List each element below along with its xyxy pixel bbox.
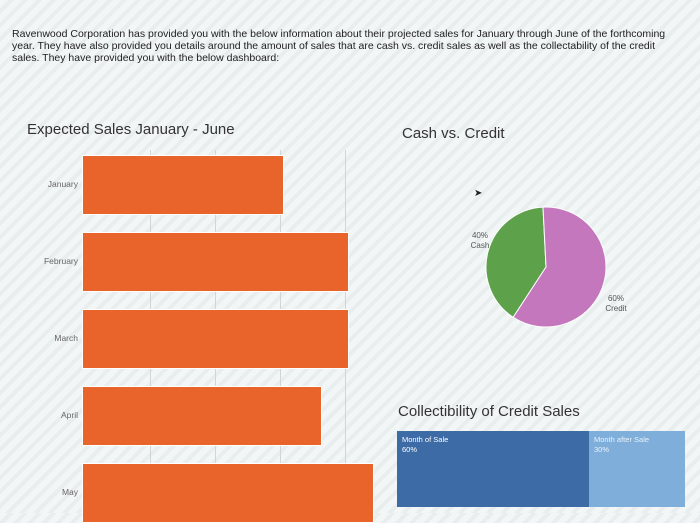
treemap-block-label: Month of Sale <box>402 435 449 444</box>
bar-label-january: January <box>47 179 78 189</box>
pie-label-name: Credit <box>605 304 627 313</box>
bar-label-february: February <box>43 256 78 266</box>
treemap-block-label: Month after Sale <box>594 435 650 444</box>
sales-chart-title: Expected Sales January - June <box>27 121 235 138</box>
mouse-cursor-icon: ➤ <box>474 188 483 199</box>
bar-january[interactable] <box>82 155 284 215</box>
intro-paragraph: Ravenwood Corporation has provided you w… <box>12 28 666 64</box>
treemap-block-month-after-sale[interactable]: Month after Sale 30% <box>589 431 685 507</box>
pie-label-cash: 40% Cash <box>462 231 498 251</box>
bar-label-april: April <box>60 410 78 420</box>
pie-slice-cash[interactable] <box>485 206 547 318</box>
pie-label-value: 40% <box>471 231 488 240</box>
treemap-block-month-of-sale[interactable]: Month of Sale 60% <box>397 431 589 507</box>
bar-february[interactable] <box>82 232 349 292</box>
bar-march[interactable] <box>82 309 349 369</box>
pie-chart-title: Cash vs. Credit <box>402 125 505 142</box>
pie-label-value: 60% <box>607 294 624 303</box>
bar-label-may: May <box>61 487 78 497</box>
treemap-block-value: 30% <box>594 445 610 454</box>
pie-label-name: Cash <box>470 241 490 250</box>
pie-label-credit: 60% Credit <box>598 294 634 314</box>
bar-may[interactable] <box>82 463 374 523</box>
bar-april[interactable] <box>82 386 322 446</box>
pie-slice-credit[interactable] <box>512 206 607 328</box>
treemap-block-value: 60% <box>402 445 418 454</box>
bar-label-march: March <box>54 333 78 343</box>
collectibility-title: Collectibility of Credit Sales <box>398 403 580 420</box>
